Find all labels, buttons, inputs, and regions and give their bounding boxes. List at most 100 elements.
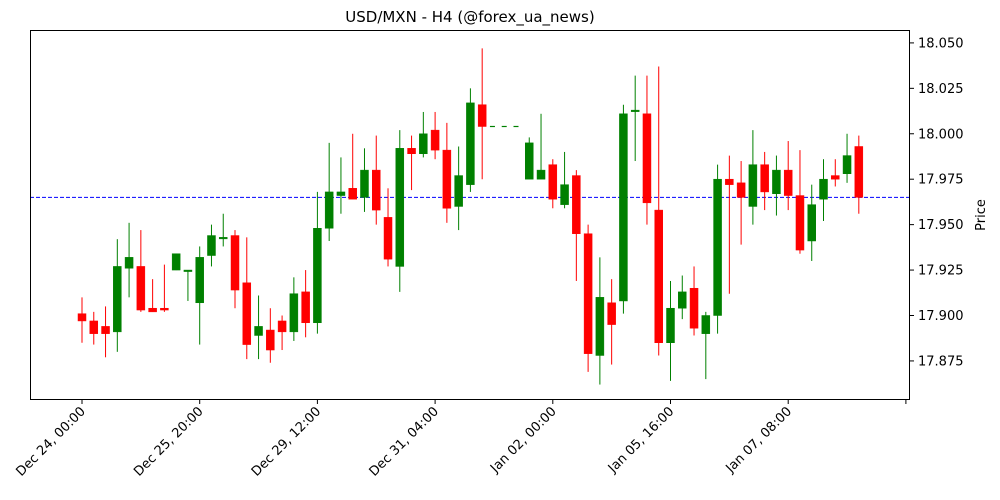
x-tick-label: Dec 29, 12:00 [249,404,324,479]
candle [289,277,299,341]
candle-body-up [195,257,204,304]
candle [560,151,569,209]
candle-body-down [407,148,416,155]
candle [348,133,357,200]
candle-body-down [583,233,593,354]
candle-body-down [383,217,393,260]
candle [360,148,369,212]
candle-body-down [642,113,652,204]
x-tick-label: Dec 25, 20:00 [131,404,206,479]
candle-body-up [772,169,781,194]
candle [607,279,616,365]
axes-frame [30,30,910,400]
candle [689,266,699,336]
candle-body-down [831,175,840,180]
y-tick-label: 18.050 [918,36,964,51]
candle-body-up [207,235,216,256]
candle-body-down [725,178,734,185]
candle-body-down [654,209,663,344]
candle-body-up [419,133,428,155]
y-tick-label: 18.025 [918,82,964,97]
y-tick-label: 18.000 [918,127,964,142]
candle-body-down [736,182,746,198]
candle [77,297,87,343]
candle [101,306,110,358]
candle-body-down [301,291,310,324]
x-tick-label: Dec 24, 00:00 [13,404,88,479]
candle [148,279,157,313]
candle [136,230,146,312]
candle-body-down [242,282,252,345]
candle-body-down [136,266,146,311]
candle [619,104,628,314]
candle-body-up [313,228,322,324]
candle [642,75,652,225]
candle-body-up [666,307,675,344]
candle [89,311,99,345]
candle-body-up [630,109,640,112]
candle-body-up [713,178,722,316]
x-tick-label: Jan 07, 08:00 [723,404,795,476]
candle-body-up [324,191,334,229]
candle-body-up [218,237,228,240]
candle [407,135,416,191]
candle [454,146,463,231]
y-tick-label: 17.975 [918,173,964,188]
candle [795,150,805,254]
candle [748,130,758,225]
candle [725,155,734,294]
plot-area [30,48,910,385]
candle [218,213,228,247]
candle [113,239,122,352]
candle-body-up [701,315,711,334]
candle [654,66,663,356]
candle [477,48,487,180]
candle [430,111,440,160]
candle [807,184,816,261]
candle [548,159,558,209]
candle-body-up [619,113,628,302]
candle-body-up [289,293,299,333]
candle-body-down [77,313,87,322]
candle [536,113,546,180]
candle-body-down [795,195,805,251]
candle [266,308,275,363]
candle-body-up [466,102,475,185]
candle [572,170,581,281]
x-tick-label: Dec 31, 04:00 [367,404,442,479]
candle-body-up [113,266,122,333]
candle-body-down [477,104,487,127]
candle [160,264,169,312]
candle [324,142,334,241]
candle [383,188,393,267]
candle-body-down [148,307,157,313]
candle-body-up [183,269,193,272]
candle [242,237,252,360]
candle-body-up [124,257,134,269]
candle-body-down [277,320,287,333]
candle [630,75,640,162]
y-tick-label: 17.925 [918,264,964,279]
candle [854,135,864,214]
candle-body-down [689,287,699,329]
candle-body-down [101,326,110,334]
candle [313,191,322,334]
x-tick-label: Jan 05, 16:00 [605,404,677,476]
candle-body-up [748,164,758,207]
candle [783,141,793,211]
candle-body-up [454,175,463,207]
candle-body-down [89,320,99,334]
y-axis: 17.875 17.900 17.925 17.950 17.975 18.000 18.0… [910,36,964,369]
candle-body-down [430,129,440,151]
candle-body-up [842,155,852,174]
candle [701,311,711,380]
x-axis: Dec 24, 00:00 Dec 25, 20:00 Dec 29, 12:00 D… [13,400,907,480]
candle [207,224,216,267]
candle-body-down [548,164,558,200]
y-tick-label: 17.900 [918,309,964,324]
candle [760,151,769,211]
candle-body-down [572,175,581,234]
candle-body-up [171,253,181,271]
candle-body-down [783,169,793,196]
